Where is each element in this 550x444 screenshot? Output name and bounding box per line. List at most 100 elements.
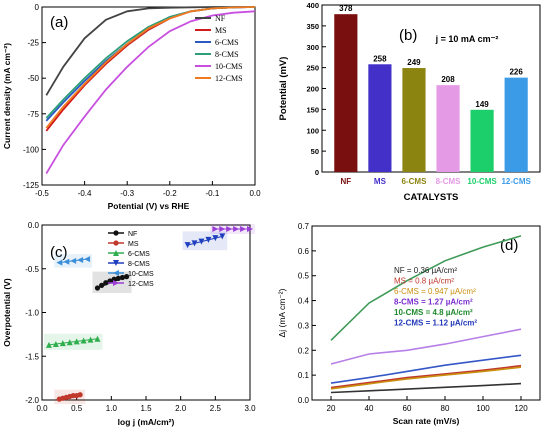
y-axis-label: Potential (mV): [278, 57, 289, 121]
y-tick-label: 50: [311, 147, 319, 156]
bar-value-label: 249: [407, 58, 421, 67]
y-tick-label: 0.5: [298, 272, 310, 281]
panel-d: 20 40 60 80 100 120 0.0 0.1 0.2 0.3 0.4 0.5 0.6 0.7 Sc…: [272, 220, 550, 444]
bar-value-label: 378: [339, 4, 353, 13]
x-tick-label: NF: [341, 177, 352, 186]
series-line-12-cms: [45, 6, 256, 129]
legend-label: 6-CMS: [215, 38, 239, 47]
y-tick-label: 200: [306, 85, 319, 94]
legend-label: 12-CMS: [128, 281, 154, 288]
data-point: [219, 226, 226, 232]
y-axis-label: Current density (mA cm⁻²): [2, 43, 12, 149]
x-tick-label: 1.5: [140, 404, 152, 413]
x-tick-label: 8-CMS: [436, 177, 462, 186]
x-tick-label: 2.0: [175, 404, 187, 413]
data-point: [70, 257, 77, 264]
data-point: [113, 240, 119, 246]
panel-a: -0.5 -0.4 -0.3 -0.2 -0.1 0.0 0 -25 -50 -75 -100 -12…: [0, 0, 270, 215]
y-tick-label: 0: [315, 168, 319, 177]
y-tick-label: 0.4: [298, 297, 310, 306]
data-point: [77, 392, 83, 398]
series-12-cms: [210, 224, 255, 234]
capacitance-annotation: 6-CMS = 0.947 µA/cm²: [394, 287, 476, 296]
capacitance-annotation: NF = 0.36 µA/cm²: [394, 266, 457, 275]
x-tick-label: 100: [476, 404, 490, 413]
bar-nf: [334, 14, 358, 173]
legend-label: MS: [128, 241, 139, 248]
legend-label: NF: [215, 14, 226, 23]
series-10-cms: [54, 254, 93, 268]
bar-10-cms: [470, 109, 494, 172]
data-point: [113, 270, 119, 276]
data-point: [191, 240, 198, 247]
legend-label: 10-CMS: [215, 62, 243, 71]
data-point: [226, 226, 233, 232]
y-tick-label: 0.7: [298, 222, 310, 231]
data-point: [73, 338, 80, 345]
data-point: [233, 226, 240, 232]
panel-b: 0 50 100 150 200 250 300 350 400 378 NF 258 MS 249 6-C…: [272, 0, 550, 215]
data-point: [113, 250, 119, 256]
x-tick-label: 1.0: [106, 404, 118, 413]
legend-label: 6-CMS: [128, 251, 150, 258]
data-point: [115, 275, 121, 281]
data-point: [63, 258, 70, 265]
data-point: [184, 242, 191, 249]
x-tick-label: -0.5: [35, 189, 49, 198]
y-tick-label: 0: [35, 3, 40, 12]
capacitance-chart: 20 40 60 80 100 120 0.0 0.1 0.2 0.3 0.4 0.5 0.6 0.7 Sc…: [277, 222, 541, 426]
x-axis-label: CATALYSTS: [404, 192, 459, 203]
data-point: [87, 336, 94, 343]
x-axis-label: Scan rate (mV/s): [393, 416, 460, 426]
series-line-8-cms: [330, 328, 522, 365]
series-ms: [54, 389, 86, 405]
y-tick-label: -100: [23, 145, 40, 154]
x-tick-label: -0.2: [163, 189, 177, 198]
data-point: [52, 341, 59, 347]
capacitance-annotation: 10-CMS = 4.8 µA/cm²: [394, 308, 473, 317]
panel-label: (b): [399, 27, 417, 44]
data-point: [45, 341, 52, 348]
y-tick-label: -0.5: [25, 265, 39, 274]
capacitance-annotation: 8-CMS = 1.27 µA/cm²: [394, 298, 473, 307]
x-tick-label: 10-CMS: [467, 177, 497, 186]
data-point: [240, 226, 247, 232]
series-line-nf: [45, 6, 255, 96]
panel-label: (c): [50, 244, 68, 261]
y-tick-label: -125: [23, 181, 40, 190]
series-line-ms: [330, 364, 522, 389]
y-tick-label: 0.3: [298, 321, 310, 330]
x-tick-label: 0.0: [36, 404, 48, 413]
bar-8-cms: [436, 85, 460, 172]
data-point: [247, 226, 253, 232]
series-line-10-cms: [45, 10, 256, 175]
x-tick-label: MS: [374, 177, 387, 186]
series-line-6-cms: [330, 366, 522, 390]
x-tick-label: 6-CMS: [402, 177, 428, 186]
y-tick-label: -1.0: [25, 309, 39, 318]
x-tick-label: 0.0: [249, 189, 261, 198]
x-tick-label: 40: [365, 404, 374, 413]
legend-label: 10-CMS: [128, 271, 154, 278]
y-tick-label: 400: [306, 1, 319, 10]
x-tick-label: -0.3: [120, 189, 134, 198]
bar-value-label: 149: [475, 100, 489, 109]
plot-frame: [41, 6, 256, 186]
data-point: [80, 337, 87, 344]
legend-label: MS: [215, 26, 227, 35]
overpotential-bar-chart: 0 50 100 150 200 250 300 350 400 378 NF 258 MS 249 6-C…: [278, 1, 541, 203]
y-tick-label: -75: [27, 110, 39, 119]
data-point: [94, 335, 101, 342]
x-axis-label: Potential (V) vs RHE: [108, 201, 190, 211]
bar-6-cms: [402, 68, 426, 172]
data-point: [212, 235, 219, 242]
y-tick-label: -2.0: [25, 396, 39, 405]
data-point: [56, 259, 63, 266]
x-tick-label: 120: [514, 404, 528, 413]
x-tick-label: 20: [327, 404, 336, 413]
y-tick-label: 0.2: [298, 346, 310, 355]
data-point: [94, 285, 101, 291]
x-tick-label: 0.5: [71, 404, 83, 413]
series-line-nf: [330, 382, 522, 394]
polarization-chart: -0.5 -0.4 -0.3 -0.2 -0.1 0.0 0 -25 -50 -75 -100 -12…: [2, 3, 261, 211]
